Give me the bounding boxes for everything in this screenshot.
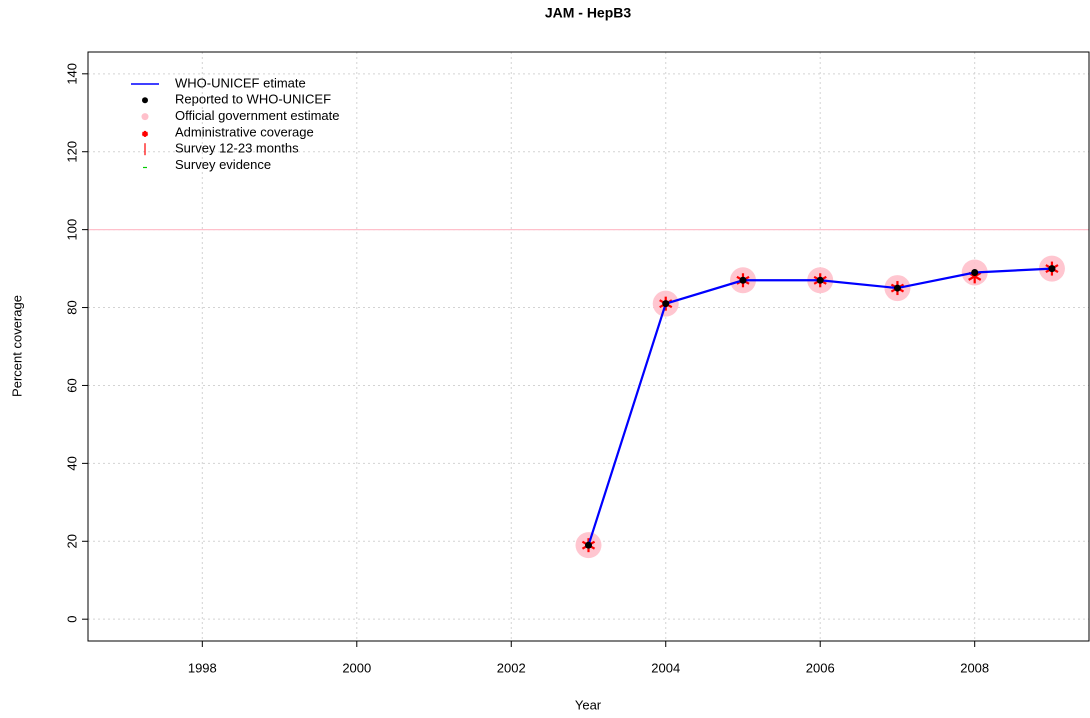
y-tick-label: 120 — [64, 141, 79, 163]
reported-point — [1048, 265, 1056, 273]
y-tick-label: 60 — [64, 378, 79, 392]
legend-symbol — [141, 130, 149, 137]
reported-point — [971, 268, 979, 276]
y-tick-label: 0 — [64, 616, 79, 623]
chart-title: JAM - HepB3 — [545, 5, 632, 21]
legend-label: WHO-UNICEF etimate — [175, 75, 306, 90]
y-tick-label: 20 — [64, 534, 79, 548]
legend-label: Official government estimate — [175, 108, 340, 123]
asterisk-stroke — [141, 131, 149, 137]
legend-label: Survey evidence — [175, 157, 271, 172]
legend-dot — [142, 97, 148, 104]
legend-label: Administrative coverage — [175, 124, 314, 139]
x-tick-label: 1998 — [188, 660, 217, 675]
legend-symbol — [142, 97, 148, 104]
y-tick-label: 100 — [64, 219, 79, 241]
reported-point — [585, 541, 592, 549]
y-axis-label: Percent coverage — [9, 295, 24, 397]
plot-frame — [87, 51, 1090, 642]
x-tick-label: 2000 — [342, 660, 371, 675]
legend-symbol — [141, 113, 149, 121]
x-tick-label: 2008 — [960, 660, 989, 675]
y-tick-label: 140 — [64, 63, 79, 85]
x-axis-label: Year — [575, 697, 602, 712]
legend-label: Reported to WHO-UNICEF — [175, 92, 331, 107]
reported-point — [739, 276, 747, 284]
legend-circle — [141, 113, 149, 121]
x-tick-label: 2006 — [806, 660, 835, 675]
reported-point — [662, 300, 670, 308]
legend-label: Survey 12-23 months — [175, 141, 299, 156]
y-tick-label: 80 — [64, 300, 79, 314]
x-tick-label: 2002 — [497, 660, 526, 675]
reported-point — [893, 284, 901, 292]
x-tick-label: 2004 — [651, 660, 680, 675]
reported-point — [816, 276, 824, 284]
y-tick-label: 40 — [64, 456, 79, 470]
